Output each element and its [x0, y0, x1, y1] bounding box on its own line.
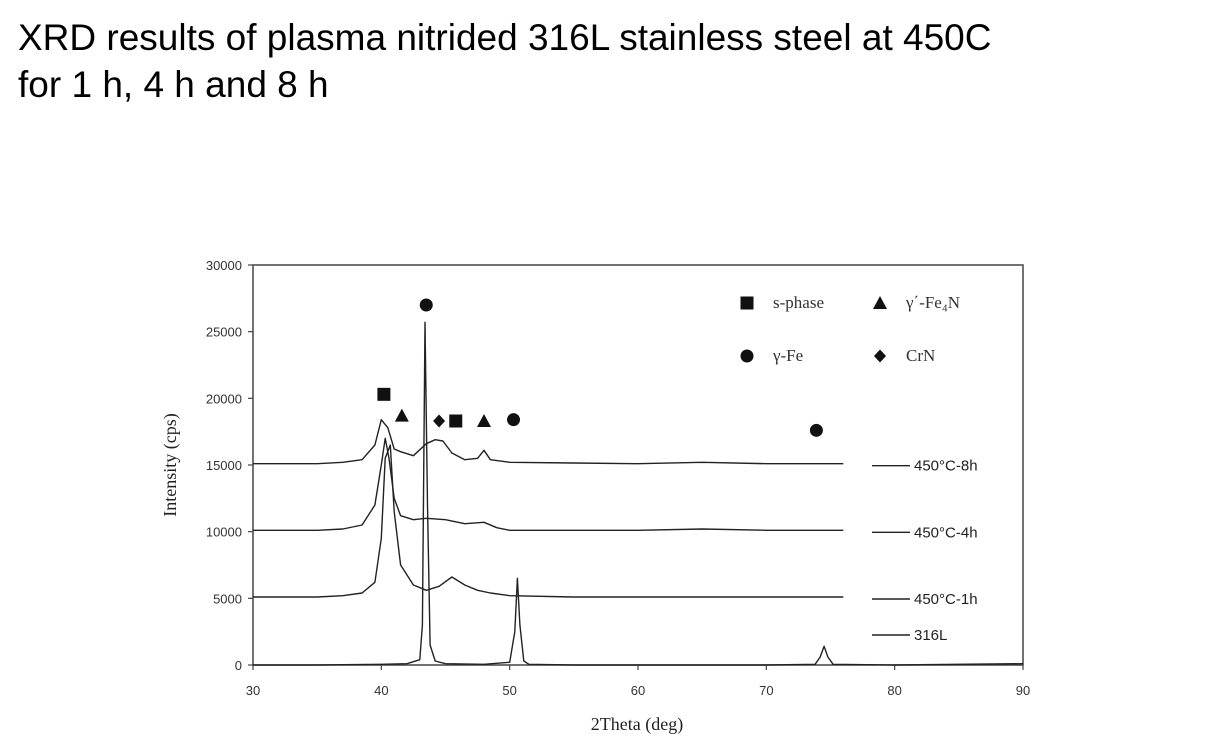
y-axis-title: Intensity (cps) [160, 413, 181, 516]
triangle-legend-marker [873, 296, 887, 309]
legend-label: s-phase [773, 293, 824, 312]
diamond-peak-marker [433, 414, 446, 428]
x-tick-label: 60 [631, 683, 645, 698]
page-title: XRD results of plasma nitrided 316L stai… [18, 14, 1218, 108]
x-tick-label: 70 [759, 683, 773, 698]
x-tick-label: 90 [1016, 683, 1030, 698]
y-tick-label: 15000 [206, 458, 242, 473]
legend-label: γ-Fe [772, 346, 803, 365]
legend: s-phase γ΄-Fe₄N γ-Fe CrN [740, 293, 960, 365]
y-tick-label: 25000 [206, 325, 242, 340]
triangle-peak-marker [477, 414, 491, 427]
circle-legend-marker [740, 349, 754, 363]
series-label: 450°C-1h [914, 591, 978, 608]
y-tick-label: 30000 [206, 258, 242, 273]
series-labels: 450°C-8h 450°C-4h 450°C-1h 316L [872, 458, 978, 644]
title-line-2: for 1 h, 4 h and 8 h [18, 64, 329, 105]
x-tick-label: 50 [502, 683, 516, 698]
peak-markers [377, 298, 823, 437]
triangle-peak-marker [394, 408, 409, 422]
x-axis-title: 2Theta (deg) [591, 714, 683, 735]
series-label: 450°C-4h [914, 524, 978, 541]
y-tick-label: 10000 [206, 525, 242, 540]
square-peak-marker [377, 387, 391, 401]
legend-label: γ΄-Fe₄N [905, 293, 960, 312]
circle-peak-marker [809, 423, 823, 437]
series-line [253, 321, 1024, 666]
diamond-legend-marker [874, 349, 886, 363]
square-peak-marker [449, 414, 463, 428]
series-label: 450°C-8h [914, 458, 978, 475]
series-label: 316L [914, 627, 947, 644]
title-line-1: XRD results of plasma nitrided 316L stai… [18, 17, 992, 58]
y-tick-label: 5000 [213, 591, 242, 606]
legend-label: CrN [906, 346, 935, 365]
y-axis-ticks: 0 5000 10000 15000 20000 25000 30000 [206, 258, 253, 673]
y-tick-label: 20000 [206, 391, 242, 406]
square-legend-marker [740, 296, 754, 310]
series-line [253, 419, 844, 465]
x-tick-label: 30 [246, 683, 260, 698]
series-line [253, 437, 844, 531]
x-tick-label: 80 [887, 683, 901, 698]
circle-peak-marker [507, 413, 521, 427]
x-tick-label: 40 [374, 683, 388, 698]
y-tick-label: 0 [235, 658, 242, 673]
circle-peak-marker [419, 298, 433, 312]
series-line [253, 444, 844, 598]
x-axis-ticks: 30 40 50 60 70 80 90 [246, 665, 1030, 698]
series-layer [253, 321, 1024, 666]
